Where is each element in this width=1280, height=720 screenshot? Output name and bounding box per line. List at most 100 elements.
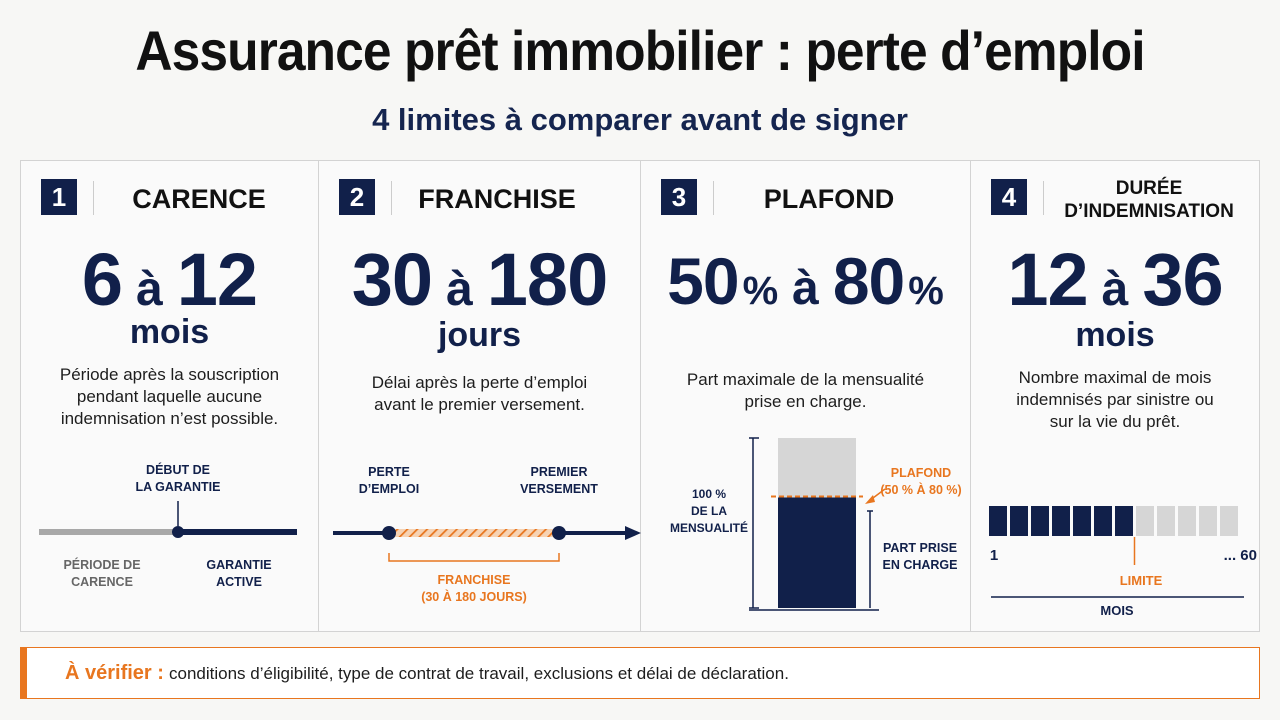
value-unit: jours <box>437 316 522 354</box>
franchise-period-bar <box>389 529 559 537</box>
panel-heading: DURÉE D’INDEMNISATION <box>1049 177 1249 223</box>
franchise-bracket <box>388 553 560 562</box>
value-min: 30 <box>351 238 433 321</box>
panel-description: Part maximale de la mensualité prise en … <box>641 369 970 413</box>
label-line: PÉRIODE DE <box>63 558 141 572</box>
label-line: MENSUALITÉ <box>670 521 748 535</box>
value-connector: à <box>136 263 163 316</box>
value-connector: à <box>1101 263 1129 316</box>
value-connector: à <box>446 263 473 316</box>
description-line: avant le premier versement. <box>374 395 585 414</box>
verification-text: conditions d’éligibilité, type de contra… <box>169 664 789 683</box>
label-line: D’EMPLOI <box>358 482 420 496</box>
value-range: 50% à 80% <box>641 243 970 319</box>
label-line: PART PRISE <box>882 541 958 555</box>
carence-period-label: PÉRIODE DE CARENCE <box>43 557 161 591</box>
divider <box>391 181 392 215</box>
label-line: GARANTIE <box>206 558 272 572</box>
arrow-head <box>625 526 641 540</box>
percent-sign: % <box>742 269 779 313</box>
description-line: Part maximale de la mensualité <box>686 370 925 389</box>
panel-heading: FRANCHISE <box>418 183 576 214</box>
month-block-covered <box>1073 506 1091 536</box>
panel-number: 2 <box>339 179 375 215</box>
total-monthly-label: 100 % DE LA MENSUALITÉ <box>661 486 757 537</box>
heading-line: DURÉE <box>1115 178 1183 199</box>
accent-bar <box>21 648 27 698</box>
panel-franchise: 2 FRANCHISE 30 à 180 jours Délai après la … <box>319 161 641 631</box>
month-block-covered <box>1031 506 1049 536</box>
label-line: LA GARANTIE <box>135 480 221 494</box>
label-line: EN CHARGE <box>882 558 958 572</box>
label-line: DÉBUT DE <box>146 463 210 477</box>
gauge-covered-bar <box>778 497 856 608</box>
panel-carence: 1 CARENCE 6 à 12 mois Période après la sou… <box>21 161 319 631</box>
month-block-uncovered <box>1220 506 1238 536</box>
franchise-duration-label: FRANCHISE (30 À 180 JOURS) <box>404 572 544 606</box>
panel-heading: CARENCE <box>132 183 266 214</box>
description-line: indemnisés par sinistre ou <box>1016 390 1214 409</box>
plafond-gauge <box>749 437 886 611</box>
job-loss-marker <box>382 526 396 540</box>
description-line: Délai après la perte d’emploi <box>371 373 588 392</box>
cap-label: PLAFOND (50 % À 80 %) <box>867 465 975 499</box>
carence-timeline <box>39 501 297 538</box>
page-title: Assurance prêt immobilier : perte d’empl… <box>135 19 1145 82</box>
value-max: 180 <box>486 238 608 321</box>
value-range: 6 à 12 <box>21 237 318 322</box>
description-line: Période après la souscription <box>59 365 280 384</box>
panel-description: Nombre maximal de mois indemnisés par si… <box>971 367 1259 433</box>
value-range: 12 à 36 <box>971 237 1259 322</box>
month-block-uncovered <box>1136 506 1154 536</box>
month-block-covered <box>989 506 1007 536</box>
month-block-covered <box>1010 506 1028 536</box>
value-min: 6 <box>81 238 123 321</box>
value-min: 12 <box>1007 238 1088 321</box>
first-payment-label: PREMIER VERSEMENT <box>507 464 611 498</box>
panel-number: 3 <box>661 179 697 215</box>
months-blocks <box>989 506 1244 598</box>
heading-line: D’INDEMNISATION <box>1064 201 1234 222</box>
percent-sign: % <box>908 269 944 313</box>
month-block-uncovered <box>1199 506 1217 536</box>
description-line: sur la vie du prêt. <box>1049 412 1181 431</box>
panel-plafond: 3 PLAFOND 50% à 80% Part maximale de la me… <box>641 161 971 631</box>
guarantee-start-marker <box>172 526 184 538</box>
divider <box>93 181 94 215</box>
limit-label: LIMITE <box>1119 573 1163 588</box>
value-max: 36 <box>1142 238 1223 321</box>
description-line: Nombre maximal de mois <box>1018 368 1212 387</box>
label-line: DE LA <box>691 504 727 518</box>
label-line: CARENCE <box>71 575 133 589</box>
months-axis-label: MOIS <box>1100 603 1134 618</box>
page-subtitle: 4 limites à comparer avant de signer <box>372 102 908 137</box>
first-payment-marker <box>552 526 566 540</box>
description-line: prise en charge. <box>744 392 867 411</box>
guarantee-start-label: DÉBUT DE LA GARANTIE <box>118 462 238 496</box>
label-line: VERSEMENT <box>520 482 598 496</box>
month-block-covered <box>1052 506 1070 536</box>
franchise-timeline <box>333 526 641 562</box>
cap-arrow-head <box>865 495 875 504</box>
verification-banner: À vérifier : conditions d’éligibilité, t… <box>20 647 1260 699</box>
divider <box>1043 181 1044 215</box>
covered-share-label: PART PRISE EN CHARGE <box>877 540 963 574</box>
value-max: 12 <box>176 238 258 321</box>
value-connector: à <box>792 262 819 315</box>
panel-number: 4 <box>991 179 1027 215</box>
panel-description: Délai après la perte d’emploi avant le p… <box>319 372 640 416</box>
label-line: FRANCHISE <box>437 573 511 587</box>
months-end-label: ... 60 <box>1223 547 1257 564</box>
description-line: pendant laquelle aucune <box>76 387 263 406</box>
value-unit: mois <box>1075 316 1155 354</box>
active-guarantee-label: GARANTIE ACTIVE <box>189 557 289 591</box>
value-unit: mois <box>129 313 210 351</box>
job-loss-label: PERTE D’EMPLOI <box>341 464 437 498</box>
panel-duree-indemnisation: 4 DURÉE D’INDEMNISATION 12 à 36 mois Nombr… <box>971 161 1259 631</box>
divider <box>713 181 714 215</box>
description-line: indemnisation n’est possible. <box>60 409 279 428</box>
month-block-uncovered <box>1178 506 1196 536</box>
value-range: 30 à 180 <box>319 237 640 322</box>
verification-label: À vérifier : <box>65 662 164 684</box>
label-line: 100 % <box>691 487 727 501</box>
